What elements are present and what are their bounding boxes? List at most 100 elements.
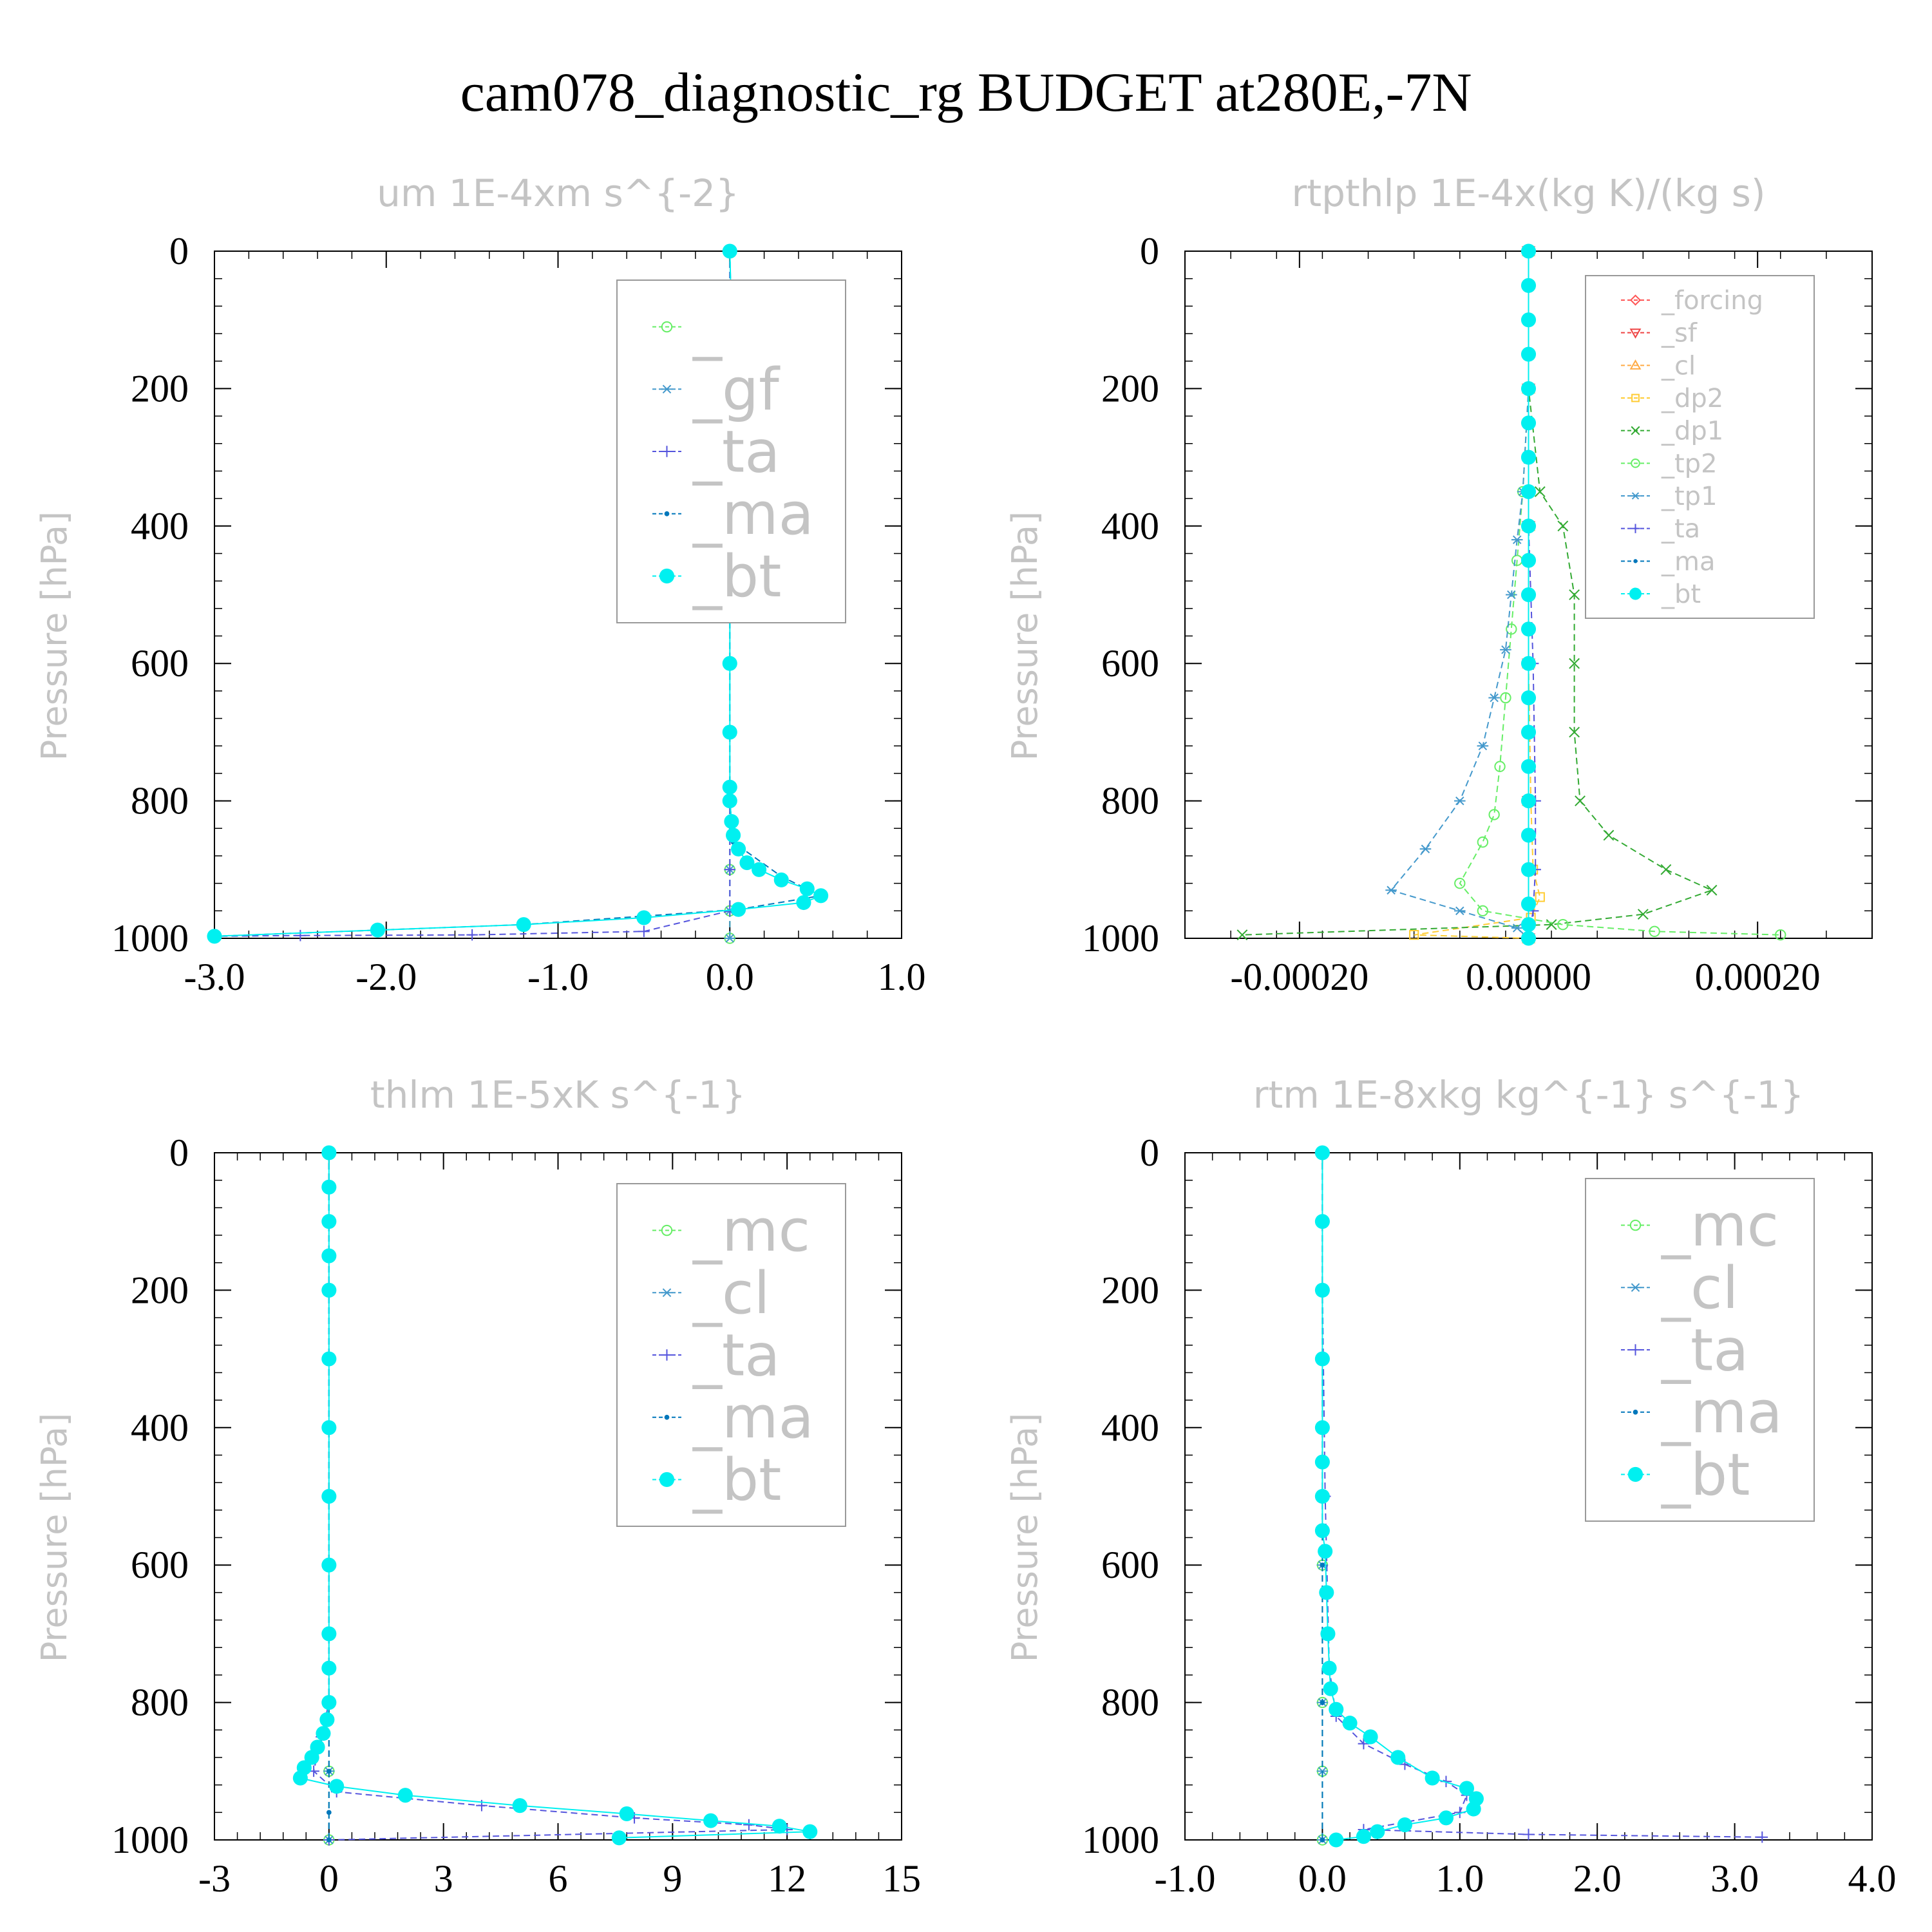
data-point: [319, 1712, 335, 1727]
data-point: [1356, 1829, 1371, 1844]
legend-label: _dp1: [1661, 417, 1723, 446]
data-point: [1385, 886, 1397, 895]
figure-title: cam078_diagnostic_rg BUDGET at280E,-7N: [460, 61, 1472, 123]
y-tick-label: 400: [1101, 505, 1159, 547]
data-point: [1520, 793, 1537, 809]
y-axis-label: Pressure [hPa]: [34, 1413, 75, 1662]
data-point: [1520, 621, 1537, 637]
data-point: [1488, 809, 1500, 820]
legend-marker: [661, 1224, 673, 1236]
legend-label: _ma: [1661, 1379, 1783, 1446]
x-tick-label: 12: [768, 1857, 806, 1900]
y-tick-label: 200: [1101, 367, 1159, 410]
data-point: [739, 855, 755, 871]
data-point: [1358, 1738, 1370, 1750]
y-tick-label: 1000: [1082, 917, 1159, 960]
data-point: [1320, 1700, 1325, 1705]
data-point: [752, 862, 767, 877]
legend-label: _ta: [1661, 515, 1700, 544]
series-layer: [1314, 1145, 1768, 1848]
legend-label: _dp2: [1661, 384, 1723, 413]
y-tick-label: 400: [131, 505, 189, 547]
data-point: [321, 1660, 337, 1676]
y-tick-label: 400: [1101, 1406, 1159, 1449]
data-point: [724, 864, 736, 876]
chart-panel-3: thlm 1E-5xK s^{-1} Pressure [hPa] -3 0 3 6 9 12…: [34, 1073, 921, 1900]
legend-marker: [661, 446, 673, 457]
legend-label: _: [692, 294, 723, 361]
data-point: [1314, 1454, 1330, 1470]
series-line: [1242, 251, 1714, 936]
data-point: [1520, 553, 1537, 568]
x-tick-label: 15: [882, 1857, 921, 1900]
data-point: [1520, 518, 1537, 534]
data-point: [1363, 1729, 1378, 1745]
legend-label: _ta: [692, 1322, 780, 1390]
legend-label: _bt: [1661, 1441, 1750, 1509]
data-point: [1454, 906, 1466, 916]
data-point: [1520, 450, 1537, 465]
data-point: [1520, 828, 1537, 843]
legend-marker: [1627, 1466, 1643, 1482]
data-point: [1370, 1824, 1385, 1839]
data-point: [1323, 1681, 1338, 1696]
data-point: [516, 917, 531, 933]
data-point: [326, 1768, 332, 1774]
legend-label: _forcing: [1661, 286, 1763, 316]
x-tick-label: 6: [549, 1857, 568, 1900]
data-point: [1546, 919, 1557, 931]
data-point: [1419, 844, 1432, 854]
y-axis-label: Pressure [hPa]: [1005, 1413, 1045, 1662]
data-point: [321, 1214, 337, 1229]
data-point: [1511, 923, 1523, 933]
data-point: [1535, 892, 1545, 902]
x-tick-label: 2.0: [1573, 1857, 1622, 1900]
data-point: [1397, 1817, 1412, 1833]
x-tick-label: 0.0: [1298, 1857, 1347, 1900]
data-point: [1477, 836, 1489, 848]
x-tick-label: 0.0: [706, 956, 754, 998]
data-point: [326, 1837, 332, 1842]
data-point: [321, 1351, 337, 1367]
data-point: [1314, 1523, 1330, 1539]
data-point: [1454, 796, 1466, 806]
legend: _mc_cl_ta_ma_bt: [1585, 1178, 1815, 1522]
data-point: [731, 902, 746, 917]
data-point: [1520, 862, 1537, 877]
data-point: [1454, 877, 1466, 889]
data-point: [731, 841, 746, 857]
y-tick-label: 200: [1101, 1269, 1159, 1311]
legend-marker: [661, 384, 673, 394]
data-point: [1520, 917, 1537, 933]
data-point: [1557, 918, 1569, 931]
data-point: [1320, 1626, 1336, 1642]
data-point: [1534, 486, 1546, 497]
x-tick-label: 3: [434, 1857, 453, 1900]
y-tick-label: 800: [1101, 780, 1159, 822]
data-point: [636, 910, 652, 925]
chart-title: um 1E-4xm s^{-2}: [377, 171, 739, 215]
data-point: [329, 1779, 345, 1794]
x-tick-label: 1.0: [1435, 1857, 1484, 1900]
data-point: [1706, 884, 1718, 896]
data-point: [722, 724, 737, 740]
y-tick-label: 200: [131, 367, 189, 410]
legend-label: _mc: [692, 1197, 810, 1265]
legend-label: _tp1: [1661, 482, 1718, 511]
data-point: [321, 1145, 337, 1160]
legend-marker: [1629, 294, 1642, 306]
series-bt: [292, 1145, 818, 1846]
data-point: [1637, 909, 1649, 920]
data-point: [1425, 1770, 1440, 1786]
chart-title: rtm 1E-8xkg kg^{-1} s^{-1}: [1253, 1073, 1804, 1117]
legend-marker: [661, 321, 673, 333]
series-tp1: [1385, 247, 1535, 943]
data-point: [724, 814, 739, 829]
data-point: [726, 828, 741, 843]
data-point: [1488, 693, 1500, 703]
data-point: [722, 779, 737, 795]
data-point: [1520, 278, 1537, 293]
data-point: [1318, 1544, 1333, 1559]
chart-title: rtpthlp 1E-4x(kg K)/(kg s): [1292, 171, 1766, 215]
